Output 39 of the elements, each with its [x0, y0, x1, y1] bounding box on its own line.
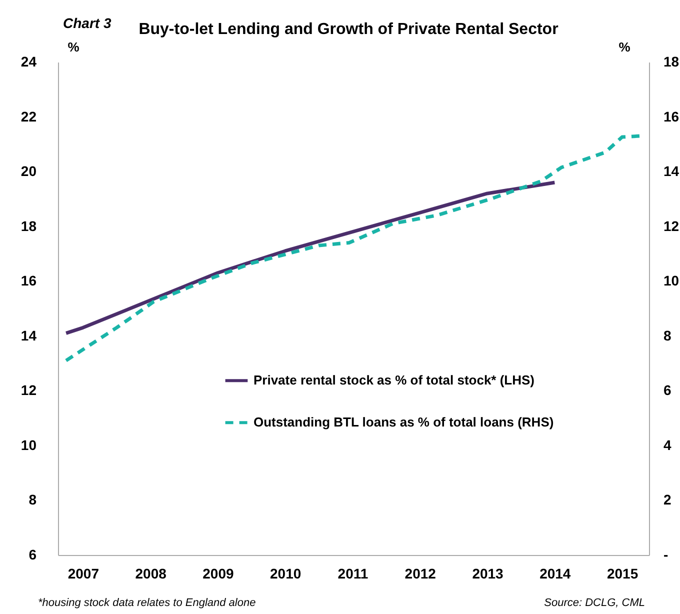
y-tick-label: 10: [20, 436, 37, 453]
line-series: [64, 134, 642, 362]
x-tick-label: 2011: [338, 566, 368, 582]
text: *housing stock data relates to England alone: [38, 597, 256, 609]
chart-title: Buy-to-let Lending and Growth of Private Rental Sector: [138, 21, 558, 38]
y-tick-label: 20: [20, 163, 37, 180]
x-tick-label: 2009: [202, 566, 234, 582]
y2-tick-label: 14: [664, 163, 680, 180]
x-tick-label: 2010: [270, 566, 302, 582]
x-tick-label: 2015: [606, 566, 638, 582]
caption: Chart 3: [63, 15, 112, 31]
y2-tick-label: 2: [664, 492, 672, 508]
x-tick-label: 2013: [472, 566, 504, 582]
x-tick-label: 2007: [68, 566, 100, 582]
y-tick-label: 16: [20, 272, 37, 289]
line-series: [64, 180, 556, 335]
x-tick-label: 2014: [540, 566, 571, 582]
y2-tick-label: -: [664, 546, 668, 562]
y2-axis-title: %: [618, 40, 631, 54]
y-tick-label: 14: [20, 327, 37, 344]
y2-tick-label: 6: [664, 382, 672, 398]
y2-tick-label: 18: [664, 54, 680, 70]
source-note: Source: DCLG, CML: [544, 597, 645, 609]
y-axis-title: %: [68, 40, 80, 54]
legend-label: Outstanding BTL loans as % of total loans (RHS): [253, 414, 554, 430]
x-tick-label: 2012: [404, 566, 436, 582]
y-tick-label: 6: [28, 546, 37, 562]
y-tick-label: 24: [20, 54, 37, 70]
y-tick-label: 8: [28, 492, 37, 508]
y-tick-label: 22: [20, 108, 37, 124]
y-tick-label: 18: [20, 218, 37, 234]
y2-tick-label: 8: [664, 327, 672, 344]
x-tick-label: 2008: [135, 566, 167, 582]
y-tick-label: 12: [20, 382, 37, 398]
y2-tick-label: 4: [664, 436, 672, 453]
y2-tick-label: 12: [664, 218, 680, 234]
y2-tick-label: 16: [664, 108, 680, 124]
y2-tick-label: 10: [664, 272, 680, 289]
legend-label: Private rental stock as % of total stock* (LHS): [253, 372, 535, 388]
